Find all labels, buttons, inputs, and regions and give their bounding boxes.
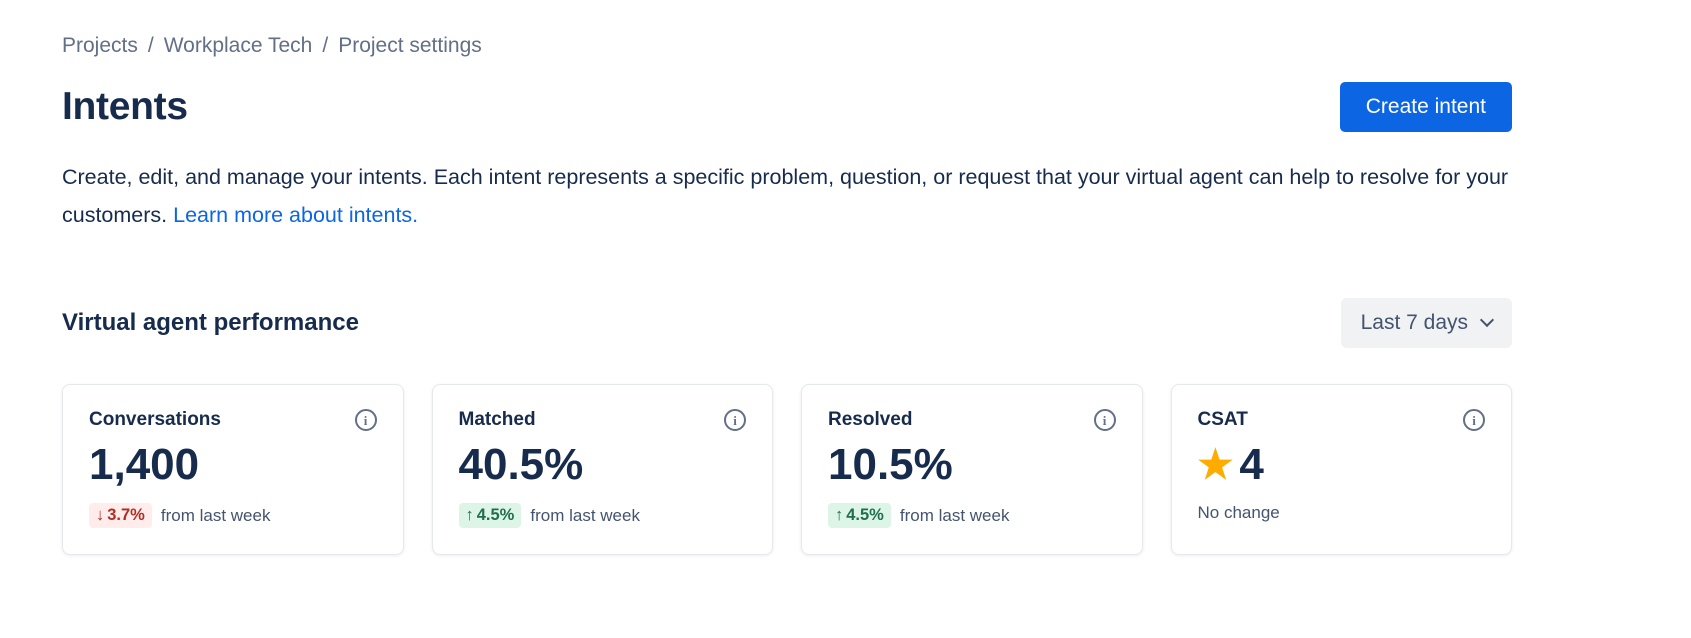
metric-label: Resolved [828, 409, 913, 430]
metric-card-matched: Matched i 40.5% ↑ 4.5% from last week [431, 384, 773, 556]
breadcrumb-separator: / [322, 34, 329, 57]
performance-heading: Virtual agent performance [62, 309, 359, 336]
delta-percent: 3.7% [107, 506, 145, 525]
card-footer: ↑ 4.5% from last week [828, 503, 1116, 529]
card-header: CSAT i [1197, 409, 1485, 431]
delta-badge: ↓ 3.7% [89, 503, 152, 529]
metric-card-conversations: Conversations i 1,400 ↓ 3.7% from last w… [62, 384, 404, 556]
delta-percent: 4.5% [476, 506, 515, 525]
time-range-dropdown[interactable]: Last 7 days [1340, 298, 1512, 348]
learn-more-link[interactable]: Learn more about intents. [173, 203, 419, 227]
time-range-value: Last 7 days [1360, 311, 1468, 334]
info-icon[interactable]: i [1463, 409, 1485, 431]
intents-page: Projects / Workplace Tech / Project sett… [62, 0, 1512, 556]
metric-value: 10.5% [828, 440, 953, 489]
breadcrumb-separator: / [147, 34, 154, 57]
arrow-up-icon: ↑ [835, 506, 844, 525]
metric-cards: Conversations i 1,400 ↓ 3.7% from last w… [62, 384, 1512, 556]
metric-value: ★ 4 [1197, 440, 1486, 489]
delta-badge: ↑ 4.5% [828, 503, 891, 529]
card-header: Conversations i [89, 409, 377, 431]
card-footer: No change [1198, 503, 1486, 523]
delta-note: from last week [530, 505, 640, 525]
chevron-down-icon [1479, 312, 1495, 328]
arrow-up-icon: ↑ [465, 506, 474, 525]
card-header: Resolved i [828, 409, 1116, 431]
info-icon[interactable]: i [354, 409, 377, 431]
breadcrumb-item-workplace-tech[interactable]: Workplace Tech [163, 34, 313, 57]
delta-note: from last week [899, 505, 1010, 525]
page-description: Create, edit, and manage your intents. E… [62, 158, 1512, 234]
metric-label: Matched [458, 409, 536, 430]
create-intent-button[interactable]: Create intent [1339, 82, 1512, 132]
delta-note: from last week [160, 505, 271, 525]
title-row: Intents Create intent [62, 82, 1512, 132]
star-icon: ★ [1197, 443, 1234, 488]
delta-percent: 4.5% [846, 506, 884, 525]
info-icon[interactable]: i [724, 409, 746, 431]
metric-value: 1,400 [89, 440, 200, 489]
card-footer: ↓ 3.7% from last week [89, 503, 377, 529]
metric-value: 40.5% [458, 440, 584, 489]
card-header: Matched i [458, 409, 746, 431]
metric-card-resolved: Resolved i 10.5% ↑ 4.5% from last week [801, 384, 1143, 556]
description-text: Create, edit, and manage your intents. E… [62, 165, 1509, 227]
breadcrumb-item-project-settings[interactable]: Project settings [338, 34, 482, 57]
breadcrumb: Projects / Workplace Tech / Project sett… [62, 34, 1512, 58]
card-footer: ↑ 4.5% from last week [458, 503, 747, 529]
info-icon[interactable]: i [1093, 409, 1116, 431]
breadcrumb-item-projects[interactable]: Projects [62, 34, 138, 57]
delta-badge: ↑ 4.5% [458, 503, 522, 529]
metric-label: Conversations [89, 409, 221, 430]
performance-header: Virtual agent performance Last 7 days [62, 298, 1512, 348]
csat-score: 4 [1239, 440, 1264, 489]
page-title: Intents [62, 85, 188, 128]
delta-note: No change [1197, 503, 1280, 523]
arrow-down-icon: ↓ [96, 506, 105, 525]
metric-card-csat: CSAT i ★ 4 No change [1170, 384, 1512, 556]
metric-label: CSAT [1197, 409, 1248, 430]
